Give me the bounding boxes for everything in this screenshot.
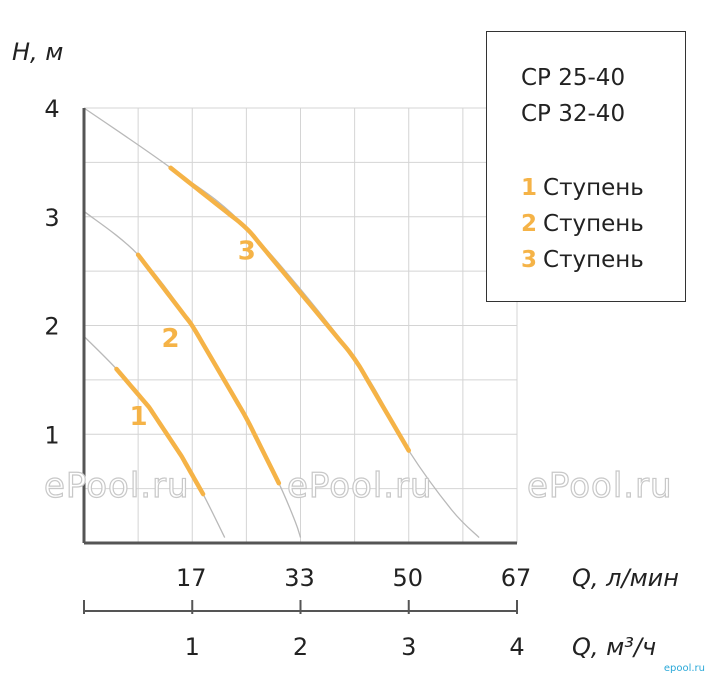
x-axis-title-top: Q, л/мин [572, 564, 679, 592]
legend-label: Ступень [543, 211, 644, 237]
legend-num: 1 [521, 175, 538, 201]
curve-highlight-1 [114, 366, 206, 497]
curves: 1 2 3 [83, 107, 480, 539]
x-tick-label-top: 17 [176, 564, 207, 592]
curve-highlight-3 [168, 165, 411, 453]
legend-label: Ступень [543, 175, 644, 201]
watermarks: ePool.ru ePool.ru ePool.ru [43, 465, 673, 506]
y-tick-label: 2 [44, 313, 59, 341]
y-tick-label: 4 [44, 95, 59, 123]
curve-series-1 [83, 335, 226, 538]
legend: CP 25-40 CP 32-40 1 Ступень 2 Ступень 3 Сту… [486, 31, 686, 302]
legend-item-1: 1 Ступень [521, 175, 644, 201]
x-tick-label-top: 50 [392, 564, 423, 592]
stage-label-1: 1 [129, 402, 147, 432]
x-tick-label-bottom: 3 [401, 633, 416, 661]
legend-num: 3 [521, 247, 538, 273]
x-tick-label-bottom: 1 [185, 633, 200, 661]
axes [82, 108, 518, 614]
curve-highlight-2 [135, 252, 282, 486]
watermark-text: ePool.ru [287, 466, 433, 506]
watermark-text: ePool.ru [527, 466, 673, 506]
stage-label-3: 3 [238, 236, 256, 266]
grid [84, 107, 518, 543]
legend-model: CP 32-40 [521, 101, 626, 127]
legend-item-2: 2 Ступень [521, 211, 644, 237]
x-axis-title-bottom: Q, м³/ч [572, 633, 656, 661]
stage-label-2: 2 [161, 324, 179, 354]
watermark-text: ePool.ru [44, 466, 190, 506]
legend-label: Ступень [543, 247, 644, 273]
x-tick-label-bottom: 2 [293, 633, 308, 661]
y-tick-label: 1 [44, 421, 59, 449]
corner-watermark: epool.ru [663, 663, 705, 674]
y-tick-label: 3 [44, 204, 59, 232]
legend-num: 2 [521, 211, 538, 237]
x-tick-label-top: 33 [284, 564, 315, 592]
x-tick-label-bottom: 4 [509, 633, 524, 661]
x-tick-label-top: 67 [501, 564, 532, 592]
y-axis-title: H, м [12, 38, 63, 66]
legend-model: CP 25-40 [521, 65, 626, 91]
legend-item-3: 3 Ступень [521, 247, 644, 273]
